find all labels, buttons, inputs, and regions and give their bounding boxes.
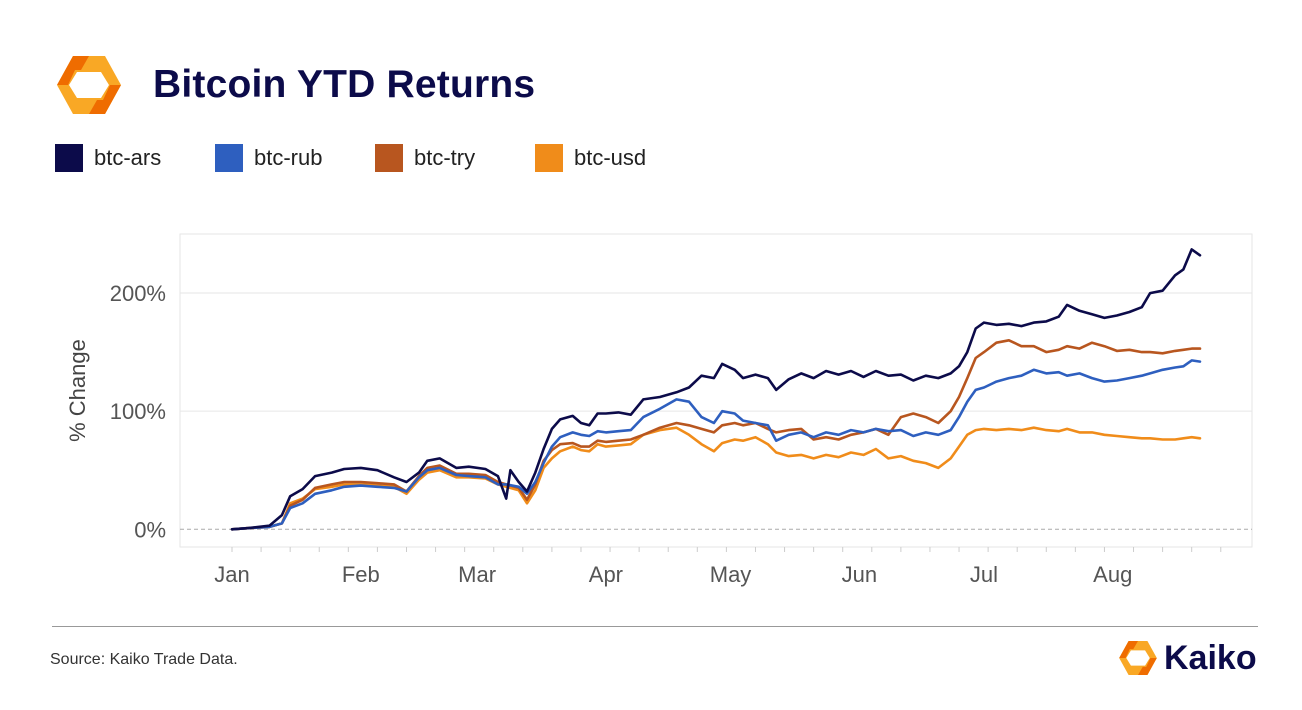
chart-legend: btc-ars btc-rub btc-try btc-usd bbox=[55, 144, 695, 172]
legend-label-btc-try: btc-try bbox=[414, 145, 476, 170]
legend-label-btc-rub: btc-rub bbox=[254, 145, 323, 170]
plot-frame bbox=[179, 233, 1253, 548]
x-tick-label: Aug bbox=[1093, 562, 1132, 587]
kaiko-hexagon-logo-icon bbox=[1119, 640, 1157, 676]
legend-item-btc-rub: btc-rub bbox=[215, 144, 375, 172]
brand-name: Kaiko bbox=[1164, 638, 1257, 677]
kaiko-hexagon-logo-icon bbox=[57, 56, 121, 114]
legend-swatch-btc-try bbox=[375, 144, 403, 172]
x-tick-label: Jun bbox=[842, 562, 877, 587]
footer-divider bbox=[52, 626, 1258, 627]
series-line-btc-try bbox=[230, 339, 1202, 531]
x-tick-label: Mar bbox=[458, 562, 496, 587]
y-axis-title: % Change bbox=[65, 339, 90, 442]
x-tick-label: May bbox=[710, 562, 752, 587]
brand-mark: Kaiko bbox=[1118, 638, 1257, 678]
series-line-btc-ars bbox=[230, 248, 1202, 531]
x-tick-label: Feb bbox=[342, 562, 380, 587]
line-chart: 0% 100% 200% Jan Feb Mar Apr May Jun Jul Aug % Chan… bbox=[65, 233, 1253, 587]
x-tick-label: Apr bbox=[589, 562, 623, 587]
series-line-btc-usd bbox=[230, 426, 1202, 531]
legend-swatch-btc-rub bbox=[215, 144, 243, 172]
y-tick-label: 100% bbox=[110, 399, 166, 424]
chart-title: Bitcoin YTD Returns bbox=[153, 63, 536, 106]
legend-label-btc-ars: btc-ars bbox=[94, 145, 162, 170]
legend-item-btc-try: btc-try bbox=[375, 144, 535, 172]
x-tick-label: Jan bbox=[214, 562, 249, 587]
legend-item-btc-usd: btc-usd bbox=[535, 144, 695, 172]
x-tick-label: Jul bbox=[970, 562, 998, 587]
chart-header: Bitcoin YTD Returns bbox=[55, 50, 535, 120]
legend-label-btc-usd: btc-usd bbox=[574, 145, 647, 170]
legend-item-btc-ars: btc-ars bbox=[55, 144, 215, 172]
source-note: Source: Kaiko Trade Data. bbox=[50, 651, 238, 668]
y-tick-label: 0% bbox=[134, 517, 166, 542]
legend-swatch-btc-usd bbox=[535, 144, 563, 172]
y-tick-label: 200% bbox=[110, 281, 166, 306]
series-line-btc-rub bbox=[230, 359, 1202, 531]
legend-swatch-btc-ars bbox=[55, 144, 83, 172]
